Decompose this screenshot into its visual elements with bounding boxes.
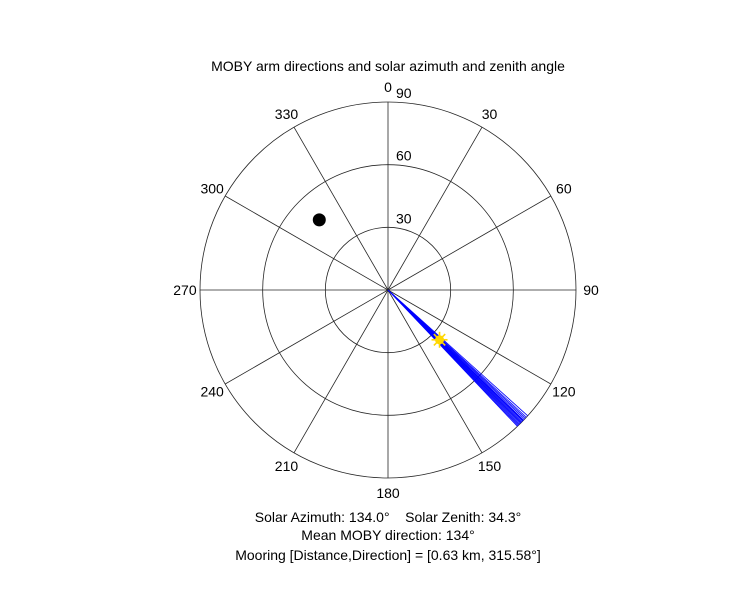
chart-title: MOBY arm directions and solar azimuth an… xyxy=(211,58,565,74)
theta-tick-label-330: 330 xyxy=(275,106,299,122)
theta-tick-label-60: 60 xyxy=(556,180,572,196)
theta-tick-label-30: 30 xyxy=(482,106,498,122)
r-tick-label-60: 60 xyxy=(396,148,412,164)
theta-tick-label-270: 270 xyxy=(173,282,197,298)
spoke-120 xyxy=(387,289,552,385)
theta-tick-label-180: 180 xyxy=(376,485,400,501)
theta-tick-label-120: 120 xyxy=(552,384,576,400)
spoke-330 xyxy=(293,126,389,291)
spoke-210 xyxy=(293,289,389,454)
polar-grid xyxy=(199,101,577,479)
theta-tick-label-90: 90 xyxy=(583,282,599,298)
data-series xyxy=(312,213,528,427)
spoke-30 xyxy=(387,126,483,291)
spoke-60 xyxy=(387,195,552,291)
spoke-240 xyxy=(224,289,389,385)
r-tick-labels: 30 60 90 xyxy=(396,85,412,226)
mean-direction-caption: Mean MOBY direction: 134° xyxy=(301,527,474,543)
solar-angles-caption: Solar Azimuth: 134.0° Solar Zenith: 34.3… xyxy=(255,509,521,525)
moby-arm-line-14 xyxy=(387,289,518,427)
sun-disc xyxy=(435,335,445,345)
theta-tick-label-150: 150 xyxy=(478,458,502,474)
theta-tick-label-240: 240 xyxy=(200,384,224,400)
spoke-150 xyxy=(387,289,483,454)
mooring-caption: Mooring [Distance,Direction] = [0.63 km,… xyxy=(235,547,541,563)
theta-tick-label-0: 0 xyxy=(384,79,392,95)
sun-marker xyxy=(431,331,448,348)
r-tick-label-30: 30 xyxy=(396,210,412,226)
r-tick-label-90: 90 xyxy=(396,85,412,101)
theta-tick-label-210: 210 xyxy=(275,458,299,474)
mooring-marker xyxy=(312,213,326,227)
theta-tick-labels: 0 30 60 90 120 150 180 210 240 270 300 330 xyxy=(173,79,599,501)
spoke-300 xyxy=(224,195,389,291)
theta-tick-label-300: 300 xyxy=(200,180,224,196)
